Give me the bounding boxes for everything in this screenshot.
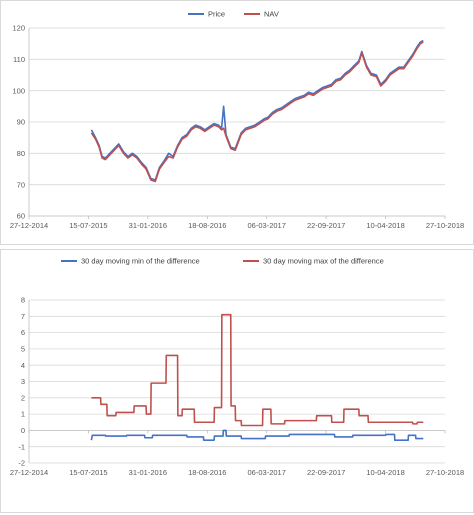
- y-tick-label: 3: [21, 377, 25, 386]
- x-tick-label: 27-10-2018: [426, 221, 464, 230]
- x-tick-label: 22-09-2017: [307, 468, 345, 477]
- x-tick-label: 06-03-2017: [248, 468, 286, 477]
- x-tick-label: 18-08-2016: [188, 468, 226, 477]
- x-tick-label: 15-07-2015: [69, 468, 107, 477]
- difference-chart: -2 -1 0 1 2 3 4 5 6 7 8 27-12-2014 15-07-2015 31-01-2…: [10, 257, 464, 477]
- y-tick-label: 90: [17, 118, 25, 127]
- x-tick-label: 18-08-2016: [188, 221, 226, 230]
- y-tick-label: 0: [21, 426, 25, 435]
- x-tick-label: 10-04-2018: [366, 221, 404, 230]
- x-tick-label: 27-12-2014: [10, 221, 48, 230]
- y-tick-label: 7: [21, 312, 25, 321]
- y-tick-label: 1: [21, 410, 25, 419]
- y-tick-label: 6: [21, 328, 25, 337]
- x-tick-label: 27-12-2014: [10, 468, 48, 477]
- legend-label: 30 day moving min of the difference: [81, 257, 200, 266]
- x-tick-label: 15-07-2015: [69, 221, 107, 230]
- y-tick-label: 2: [21, 393, 25, 402]
- y-tick-label: -1: [18, 442, 25, 451]
- price-nav-chart: 60 70 80 90 100 110 120 27-12-2014 15-07-2015 31-…: [10, 10, 464, 230]
- y-tick-label: 120: [12, 24, 25, 33]
- y-tick-label: 60: [17, 212, 25, 221]
- y-tick-label: 110: [13, 55, 25, 64]
- series-line-blue: [90, 39, 424, 181]
- y-tick-label: 8: [21, 296, 25, 305]
- y-tick-label: 70: [17, 180, 25, 189]
- series-line-blue: [90, 429, 424, 441]
- y-tick-label: 100: [12, 86, 25, 95]
- x-tick-label: 31-01-2016: [129, 221, 167, 230]
- x-tick-label: 27-10-2018: [426, 468, 464, 477]
- x-tick-label: 06-03-2017: [248, 221, 286, 230]
- price-nav-chart-panel: 60 70 80 90 100 110 120 27-12-2014 15-07-2015 31-…: [0, 0, 474, 245]
- x-tick-label: 22-09-2017: [307, 221, 345, 230]
- legend-label: NAV: [264, 10, 279, 19]
- difference-chart-panel: -2 -1 0 1 2 3 4 5 6 7 8 27-12-2014 15-07-2015 31-01-2…: [0, 249, 474, 513]
- series-line-red: [91, 313, 424, 427]
- y-tick-label: -2: [18, 459, 25, 468]
- y-tick-label: 80: [17, 149, 25, 158]
- x-tick-label: 31-01-2016: [129, 468, 167, 477]
- y-tick-label: 5: [21, 345, 25, 354]
- legend-label: Price: [208, 10, 225, 19]
- series-line-red: [90, 41, 424, 183]
- x-tick-label: 10-04-2018: [366, 468, 404, 477]
- legend-label: 30 day moving max of the difference: [263, 257, 384, 266]
- y-tick-label: 4: [21, 361, 25, 370]
